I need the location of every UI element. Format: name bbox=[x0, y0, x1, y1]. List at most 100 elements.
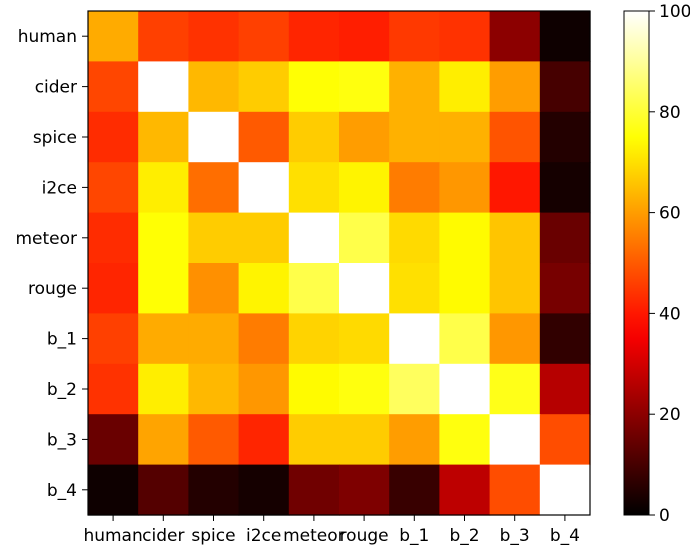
heatmap-cell-b_1-i2ce bbox=[238, 313, 290, 365]
heatmap-cell-b_4-b_2 bbox=[439, 464, 491, 516]
heatmap-cell-meteor-cider bbox=[138, 212, 189, 264]
x-tick-label: meteor bbox=[283, 526, 345, 546]
x-tick-label: spice bbox=[191, 526, 235, 546]
heatmap-cell-human-cider bbox=[138, 11, 189, 62]
heatmap-cell-i2ce-meteor bbox=[288, 162, 340, 214]
heatmap-cell-meteor-rouge bbox=[339, 212, 390, 264]
colorbar-tick-label: 100 bbox=[659, 2, 690, 22]
heatmap-cell-human-spice bbox=[188, 11, 240, 62]
heatmap-cell-cider-meteor bbox=[288, 61, 340, 113]
heatmap-cell-b_2-spice bbox=[188, 363, 240, 415]
heatmap-cell-b_1-spice bbox=[188, 313, 240, 365]
heatmap-cell-cider-human bbox=[88, 61, 139, 113]
heatmap-cell-b_4-cider bbox=[138, 464, 189, 516]
heatmap-cell-spice-b_2 bbox=[439, 111, 491, 163]
heatmap-cell-cider-spice bbox=[188, 61, 240, 113]
heatmap-cell-spice-b_3 bbox=[489, 111, 541, 163]
heatmap-cell-b_1-b_3 bbox=[489, 313, 541, 365]
heatmap-cell-b_2-cider bbox=[138, 363, 189, 415]
heatmap-cell-i2ce-i2ce bbox=[238, 162, 290, 214]
heatmap-cell-b_3-cider bbox=[138, 414, 189, 466]
y-tick-label: b_3 bbox=[47, 430, 77, 450]
heatmap-cell-spice-spice bbox=[188, 111, 240, 163]
heatmap-cell-b_4-b_4 bbox=[539, 464, 591, 516]
heatmap-cell-i2ce-b_2 bbox=[439, 162, 491, 214]
heatmap-cell-human-b_3 bbox=[489, 11, 541, 62]
heatmap-cell-meteor-human bbox=[88, 212, 139, 264]
heatmap-cell-b_4-i2ce bbox=[238, 464, 290, 516]
heatmap-cell-b_3-b_2 bbox=[439, 414, 491, 466]
heatmap-cell-b_4-spice bbox=[188, 464, 240, 516]
heatmap-cell-b_1-meteor bbox=[288, 313, 340, 365]
colorbar-tick-label: 0 bbox=[659, 506, 670, 526]
heatmap-cell-cider-b_2 bbox=[439, 61, 491, 113]
heatmap-cell-b_1-b_2 bbox=[439, 313, 491, 365]
y-tick-label: b_4 bbox=[47, 481, 77, 501]
heatmap-cell-spice-i2ce bbox=[238, 111, 290, 163]
heatmap-cell-i2ce-cider bbox=[138, 162, 189, 214]
x-tick-label: cider bbox=[142, 526, 184, 546]
heatmap-cell-i2ce-b_1 bbox=[389, 162, 440, 214]
heatmap-cell-human-b_1 bbox=[389, 11, 440, 62]
heatmap-cell-cider-b_3 bbox=[489, 61, 541, 113]
heatmap-cell-i2ce-b_3 bbox=[489, 162, 541, 214]
heatmap-cell-b_4-human bbox=[88, 464, 139, 516]
heatmap-cell-b_1-cider bbox=[138, 313, 189, 365]
y-tick-label: i2ce bbox=[42, 178, 77, 198]
heatmap-cell-b_2-b_2 bbox=[439, 363, 491, 415]
heatmap-cell-spice-b_4 bbox=[539, 111, 591, 163]
heatmap-cell-spice-meteor bbox=[288, 111, 340, 163]
heatmap-cell-b_4-meteor bbox=[288, 464, 340, 516]
heatmap-cell-human-human bbox=[88, 11, 139, 62]
heatmap-cell-b_2-b_4 bbox=[539, 363, 591, 415]
heatmap-cell-spice-rouge bbox=[339, 111, 390, 163]
heatmap-cell-meteor-b_4 bbox=[539, 212, 591, 264]
heatmap-cell-b_3-b_3 bbox=[489, 414, 541, 466]
y-tick-label: human bbox=[18, 27, 77, 47]
x-tick-label: b_2 bbox=[449, 526, 479, 546]
heatmap-cell-b_2-b_3 bbox=[489, 363, 541, 415]
x-tick-label: human bbox=[83, 526, 142, 546]
heatmap-cells bbox=[88, 11, 591, 516]
plot-frame bbox=[87, 10, 591, 516]
heatmap-cell-b_1-human bbox=[88, 313, 139, 365]
heatmap-cell-rouge-b_1 bbox=[389, 263, 440, 314]
heatmap-cell-human-meteor bbox=[288, 11, 340, 62]
heatmap-cell-rouge-cider bbox=[138, 263, 189, 314]
heatmap-cell-b_1-b_4 bbox=[539, 313, 591, 365]
heatmap-cell-b_4-b_3 bbox=[489, 464, 541, 516]
heatmap-cell-meteor-meteor bbox=[288, 212, 340, 264]
heatmap-cell-b_3-b_1 bbox=[389, 414, 440, 466]
heatmap-cell-i2ce-spice bbox=[188, 162, 240, 214]
x-tick-label: b_3 bbox=[500, 526, 530, 546]
heatmap-cell-rouge-meteor bbox=[288, 263, 340, 314]
y-tick-label: meteor bbox=[15, 229, 77, 249]
heatmap-cell-b_3-b_4 bbox=[539, 414, 591, 466]
heatmap-cell-b_4-b_1 bbox=[389, 464, 440, 516]
heatmap-cell-human-rouge bbox=[339, 11, 390, 62]
heatmap-cell-human-b_4 bbox=[539, 11, 591, 62]
heatmap-cell-spice-human bbox=[88, 111, 139, 163]
heatmap-cell-cider-b_4 bbox=[539, 61, 591, 113]
heatmap-cell-cider-cider bbox=[138, 61, 189, 113]
heatmap-cell-meteor-i2ce bbox=[238, 212, 290, 264]
heatmap-cell-human-i2ce bbox=[238, 11, 290, 62]
heatmap-cell-rouge-human bbox=[88, 263, 139, 314]
y-tick-label: b_2 bbox=[47, 380, 77, 400]
heatmap-cell-meteor-b_3 bbox=[489, 212, 541, 264]
heatmap-cell-rouge-spice bbox=[188, 263, 240, 314]
heatmap-cell-b_2-i2ce bbox=[238, 363, 290, 415]
heatmap-cell-human-b_2 bbox=[439, 11, 491, 62]
colorbar-tick-label: 60 bbox=[659, 204, 681, 224]
heatmap-cell-b_3-human bbox=[88, 414, 139, 466]
heatmap-cell-b_1-b_1 bbox=[389, 313, 440, 365]
y-tick-label: b_1 bbox=[47, 330, 77, 350]
x-tick-label: b_1 bbox=[399, 526, 429, 546]
heatmap-cell-b_1-rouge bbox=[339, 313, 390, 365]
heatmap-cell-b_3-spice bbox=[188, 414, 240, 466]
x-tick-label: rouge bbox=[340, 526, 389, 546]
heatmap-cell-meteor-b_2 bbox=[439, 212, 491, 264]
heatmap-cell-spice-b_1 bbox=[389, 111, 440, 163]
